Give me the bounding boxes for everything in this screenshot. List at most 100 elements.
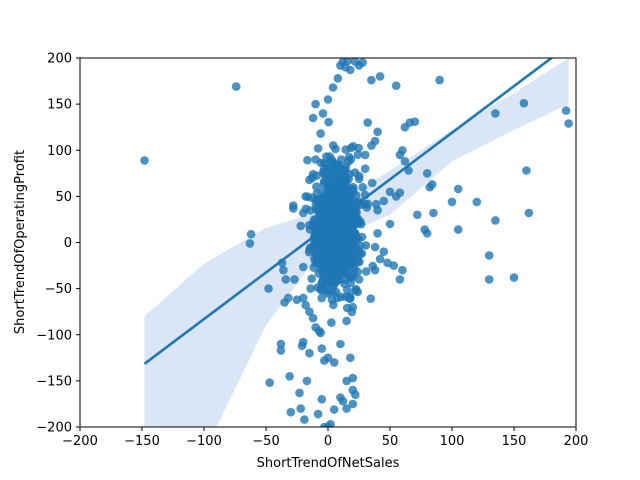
scatter-point	[332, 168, 342, 177]
scatter-point	[322, 159, 332, 169]
scatter-point	[561, 106, 571, 115]
scatter-point	[326, 419, 335, 427]
scatter-point	[312, 182, 321, 191]
scatter-point	[231, 82, 241, 91]
scatter-point	[285, 372, 294, 381]
scatter-point	[290, 275, 299, 284]
scatter-point	[379, 196, 389, 206]
scatter-point	[395, 150, 405, 160]
scatter-point	[370, 265, 380, 275]
x-tick-label: −100	[186, 434, 222, 449]
scatter-point	[296, 221, 306, 231]
y-axis-ticks: −200 −150 −100 −50 0 50 100 150 200	[36, 52, 80, 436]
scatter-point	[298, 293, 308, 303]
scatter-point	[524, 208, 534, 218]
scatter-point	[348, 302, 358, 312]
scatter-point	[316, 201, 325, 210]
scatter-point	[351, 390, 360, 400]
scatter-point	[308, 193, 317, 203]
regression-line	[143, 58, 554, 365]
scatter-point	[422, 229, 432, 238]
scatter-point	[398, 265, 407, 275]
scatter-point	[323, 167, 333, 176]
x-tick-label: −50	[252, 434, 279, 449]
scatter-point	[391, 81, 401, 90]
scatter-point	[366, 294, 376, 304]
scatter-point	[334, 192, 344, 202]
scatter-point	[342, 285, 352, 295]
scatter-point	[329, 204, 339, 214]
scatter-point	[342, 376, 351, 386]
scatter-point	[264, 284, 273, 293]
scatter-point	[491, 109, 500, 118]
scatter-point	[313, 250, 322, 259]
scatter-point	[395, 275, 405, 284]
scatter-point	[363, 199, 373, 209]
scatter-point	[341, 185, 351, 194]
scatter-point	[351, 235, 360, 244]
x-tick-label: 100	[440, 434, 465, 449]
scatter-point	[311, 99, 320, 109]
scatter-point	[298, 337, 308, 347]
scatter-point	[305, 348, 314, 358]
scatter-point	[327, 281, 336, 290]
x-axis-label: ShortTrendOfNetSales	[257, 456, 400, 471]
scatter-point	[564, 119, 573, 128]
scatter-point	[313, 409, 323, 419]
scatter-point	[330, 268, 339, 278]
scatter-point	[331, 231, 340, 240]
scatter-point	[301, 192, 311, 201]
y-axis-label: ShortTrendOfOperatingProfit	[13, 150, 28, 334]
confidence-band	[144, 58, 569, 427]
scatter-point	[318, 109, 328, 118]
scatter-point	[324, 117, 333, 127]
scatter-point	[353, 150, 363, 159]
scatter-point	[519, 98, 529, 108]
scatter-point	[336, 203, 345, 213]
scatter-point	[400, 157, 410, 166]
scatter-point	[358, 182, 368, 192]
scatter-point	[375, 254, 385, 264]
scatter-point	[322, 152, 331, 161]
scatter-point	[303, 155, 312, 165]
scatter-point	[317, 395, 327, 404]
scatter-point	[509, 273, 519, 282]
scatter-point	[140, 156, 149, 165]
y-tick-label: 100	[47, 144, 72, 159]
scatter-point	[305, 307, 314, 317]
scatter-point	[329, 405, 339, 414]
scatter-point	[395, 188, 405, 197]
scatter-point	[328, 287, 337, 297]
scatter-point	[345, 225, 354, 235]
scatter-point	[322, 202, 332, 212]
scatter-point	[353, 267, 363, 277]
scatter-point	[358, 58, 368, 67]
scatter-point	[298, 262, 308, 272]
scatter-point	[316, 129, 325, 138]
scatter-point	[343, 58, 353, 66]
y-tick-label: 150	[47, 98, 72, 113]
scatter-point	[313, 144, 323, 153]
scatter-point	[522, 166, 531, 175]
scatter-point	[346, 65, 355, 75]
scatter-point	[338, 396, 348, 406]
scatter-point	[301, 300, 311, 310]
scatter-point	[484, 275, 494, 284]
scatter-point	[354, 143, 364, 153]
scatter-point	[325, 193, 335, 202]
scatter-point	[295, 388, 304, 398]
scatter-point	[367, 178, 377, 188]
scatter-point	[373, 229, 382, 238]
scatter-point	[279, 265, 288, 275]
scatter-point	[323, 95, 333, 104]
scatter-point	[342, 316, 351, 326]
scatter-point	[300, 415, 309, 424]
scatter-point	[348, 399, 358, 409]
scatter-point	[346, 293, 355, 303]
scatter-point	[328, 83, 338, 92]
x-axis-ticks: −200 −150 −100 −50 0 50 100 150 200	[62, 427, 588, 449]
scatter-point	[447, 197, 457, 207]
scatter-point	[323, 240, 332, 249]
scatter-point	[385, 219, 395, 229]
